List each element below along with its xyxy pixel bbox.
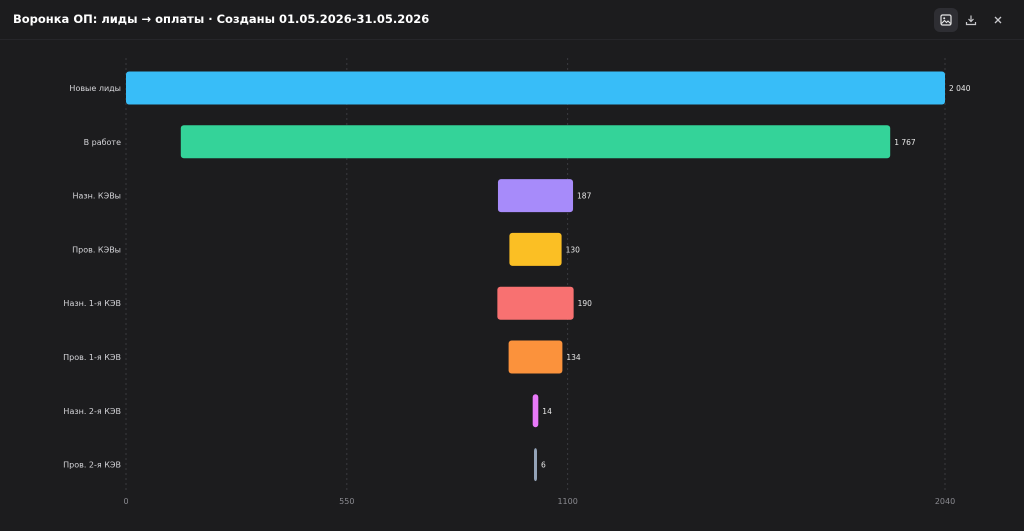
funnel-bar: [497, 286, 574, 320]
category-label: Пров. 2-я КЭВ: [63, 461, 121, 470]
modal-header: Воронка ОП: лиды → оплаты · Созданы 01.0…: [0, 0, 1024, 40]
funnel-bar: [534, 448, 537, 482]
category-label: Пров. 1-я КЭВ: [63, 353, 121, 362]
category-label: Новые лиды: [69, 84, 121, 93]
funnel-bar: [180, 125, 891, 159]
funnel-bar: [508, 340, 563, 374]
category-label: В работе: [84, 138, 122, 147]
category-label: Назн. 2-я КЭВ: [63, 407, 121, 416]
x-tick-label: 0: [123, 497, 128, 506]
bar-value-label: 134: [566, 353, 581, 362]
bar-value-label: 14: [542, 407, 552, 416]
bar-value-label: 2 040: [949, 84, 971, 93]
download-icon: [965, 15, 977, 26]
bar-value-label: 1 767: [894, 138, 916, 147]
save-image-button[interactable]: [934, 8, 958, 32]
close-icon: [994, 16, 1002, 24]
category-label: Назн. 1-я КЭВ: [63, 299, 121, 308]
x-tick-label: 550: [339, 497, 354, 506]
bar-value-label: 6: [541, 461, 546, 470]
category-label: Пров. КЭВы: [72, 245, 121, 254]
funnel-bar: [532, 394, 539, 428]
category-label: Назн. КЭВы: [72, 192, 121, 201]
funnel-bar: [509, 232, 562, 266]
download-button[interactable]: [959, 8, 983, 32]
bar-value-label: 190: [578, 299, 593, 308]
funnel-bar: [497, 179, 574, 213]
funnel-bar: [126, 71, 945, 105]
chart-title: Воронка ОП: лиды → оплаты · Созданы 01.0…: [13, 12, 430, 26]
x-tick-label: 2040: [935, 497, 955, 506]
bar-value-label: 187: [577, 192, 592, 201]
image-download-icon: [940, 14, 952, 26]
x-tick-label: 1100: [557, 497, 577, 506]
bar-value-label: 130: [566, 245, 581, 254]
close-button[interactable]: [986, 8, 1010, 32]
funnel-chart: 0 550 1100 2040 Новые лиды 2 040 В работе 1 767…: [63, 58, 971, 506]
